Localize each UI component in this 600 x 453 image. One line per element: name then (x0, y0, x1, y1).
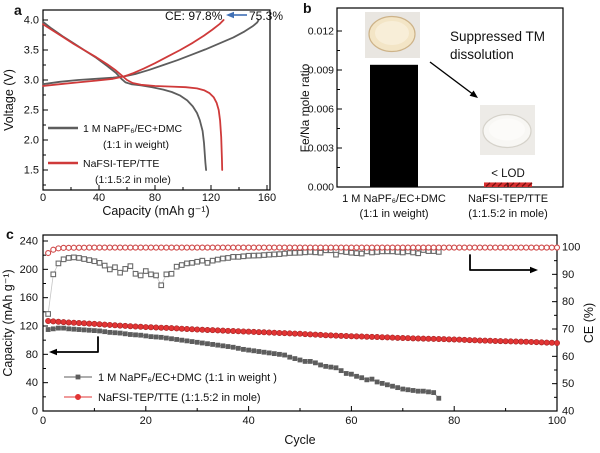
svg-text:NaFSI-TEP/TTE: NaFSI-TEP/TTE (83, 158, 159, 170)
panel-a-letter: a (14, 2, 22, 18)
panel-b-plot: 0.000 0.003 0.006 0.009 0.012 Fe/Na mole rati… (300, 7, 564, 220)
svg-text:1 M NaPF₆/EC+DMC: 1 M NaPF₆/EC+DMC (83, 123, 182, 135)
svg-text:dissolution: dissolution (450, 47, 514, 62)
svg-text:90: 90 (562, 269, 574, 281)
series-napf6-ec-dmc-charge (42, 19, 260, 86)
svg-text:0: 0 (40, 192, 46, 204)
svg-text:Capacity (mAh g⁻¹): Capacity (mAh g⁻¹) (1, 269, 15, 376)
svg-text:0: 0 (32, 406, 38, 418)
clean-separator-photo (480, 105, 535, 155)
svg-text:0.009: 0.009 (308, 65, 334, 77)
series-nafsi-tep-tte-discharge (42, 23, 224, 171)
svg-text:40: 40 (242, 415, 254, 427)
panel-a-plot: 0 40 80 120 160 1.5 2.0 2.5 3.0 3.5 4.0 Capacity (m… (2, 9, 283, 218)
panel-c-letter: c (6, 226, 14, 242)
svg-text:2.5: 2.5 (24, 105, 39, 117)
svg-text:3.5: 3.5 (24, 45, 39, 57)
svg-text:200: 200 (20, 264, 38, 276)
panel-a-legend: 1 M NaPF₆/EC+DMC (1:1 in weight) NaFSI-TEP… (48, 123, 182, 186)
panel-c-plot: 0 20 40 60 80 100 Cycle 0 40 80 120 160 200 240 Capaci… (1, 234, 596, 447)
svg-text:40: 40 (93, 192, 105, 204)
svg-text:CE: 97.8%: CE: 97.8% (165, 9, 223, 23)
panel-c-legend: 1 M NaPF₆/EC+DMC (1:1 in weight ) NaFSI-T… (64, 372, 277, 404)
svg-text:0.003: 0.003 (308, 143, 334, 155)
svg-text:80: 80 (149, 192, 161, 204)
svg-text:80: 80 (562, 296, 574, 308)
stained-separator-photo (365, 12, 420, 58)
svg-text:(1:1 in weight): (1:1 in weight) (103, 139, 169, 151)
right-axis-arrow (469, 254, 538, 274)
svg-text:80: 80 (26, 349, 38, 361)
svg-text:3.0: 3.0 (24, 75, 39, 87)
series-napf6-capacity (45, 325, 442, 401)
svg-text:NaFSI-TEP/TTE: NaFSI-TEP/TTE (468, 193, 548, 205)
svg-text:(1:1.5:2 in mole): (1:1.5:2 in mole) (95, 174, 171, 186)
svg-text:20: 20 (140, 415, 152, 427)
svg-text:Suppressed TM: Suppressed TM (450, 29, 545, 44)
svg-text:4.0: 4.0 (24, 15, 39, 27)
svg-text:(1:1 in weight): (1:1 in weight) (359, 208, 428, 220)
left-axis-arrow (49, 336, 99, 356)
svg-text:0.006: 0.006 (308, 104, 334, 116)
svg-text:40: 40 (562, 405, 574, 417)
series-napf6-ce (45, 247, 442, 317)
svg-text:80: 80 (448, 415, 460, 427)
svg-text:240: 240 (20, 236, 38, 248)
svg-text:40: 40 (26, 377, 38, 389)
svg-text:70: 70 (562, 323, 574, 335)
panel-a-voltage-capacity-chart: 0 40 80 120 160 1.5 2.0 2.5 3.0 3.5 4.0 Capacity (m… (2, 9, 283, 218)
svg-text:(1:1.5:2 in mole): (1:1.5:2 in mole) (468, 208, 547, 220)
svg-text:2.0: 2.0 (24, 135, 39, 147)
svg-text:100: 100 (562, 242, 580, 254)
svg-text:60: 60 (562, 351, 574, 363)
svg-text:160: 160 (258, 192, 276, 204)
svg-text:< LOD: < LOD (491, 168, 525, 180)
svg-text:CE (%): CE (%) (582, 303, 596, 343)
svg-text:1 M NaPF₆/EC+DMC (1:1 in weigh: 1 M NaPF₆/EC+DMC (1:1 in weight ) (98, 372, 277, 384)
svg-text:Voltage (V): Voltage (V) (2, 69, 16, 131)
svg-text:Cycle: Cycle (284, 433, 315, 447)
series-nafsi-tep-tte-charge (42, 19, 225, 87)
suppressed-tm-annotation: Suppressed TM dissolution (429, 29, 545, 98)
panel-c-cycling-chart: 0 20 40 60 80 100 Cycle 0 40 80 120 160 200 240 Capaci… (1, 234, 596, 447)
svg-text:160: 160 (20, 292, 38, 304)
bar-napf6 (370, 64, 418, 187)
svg-text:NaFSI-TEP/TTE (1:1.5:2 in mole: NaFSI-TEP/TTE (1:1.5:2 in mole) (98, 392, 261, 404)
panel-b-tm-dissolution-chart: 0.000 0.003 0.006 0.009 0.012 Fe/Na mole rati… (300, 7, 564, 220)
svg-text:60: 60 (345, 415, 357, 427)
svg-text:120: 120 (20, 321, 38, 333)
svg-text:Capacity (mAh g⁻¹): Capacity (mAh g⁻¹) (102, 204, 209, 218)
ce-annotation: CE: 97.8% 75.3% (165, 9, 283, 23)
svg-text:50: 50 (562, 378, 574, 390)
svg-text:0.012: 0.012 (308, 26, 334, 38)
svg-text:75.3%: 75.3% (249, 9, 283, 23)
svg-text:1.5: 1.5 (24, 165, 39, 177)
svg-text:0: 0 (40, 415, 46, 427)
svg-text:0.000: 0.000 (308, 182, 334, 194)
series-nafsi-ce (45, 244, 561, 257)
svg-text:100: 100 (548, 415, 566, 427)
panel-b-letter: b (303, 0, 312, 16)
svg-text:1 M NaPF₆/EC+DMC: 1 M NaPF₆/EC+DMC (342, 193, 446, 205)
svg-text:Fe/Na mole ratio: Fe/Na mole ratio (300, 63, 312, 152)
svg-text:120: 120 (202, 192, 220, 204)
series-nafsi-capacity (45, 318, 560, 347)
